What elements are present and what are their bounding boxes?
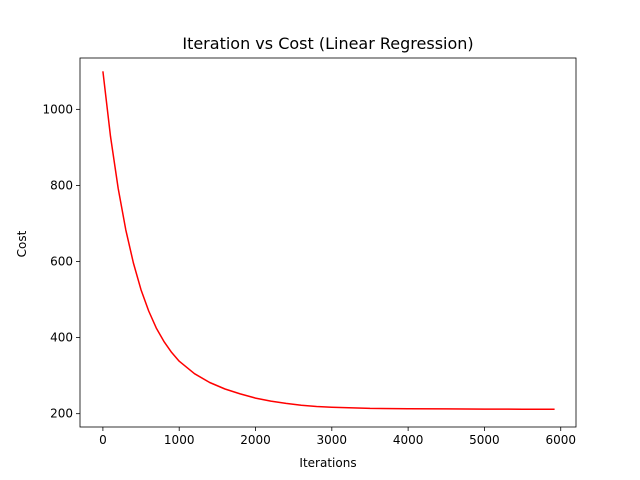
x-tick-label: 4000 bbox=[393, 433, 424, 447]
y-tick-label: 800 bbox=[50, 178, 73, 192]
plot-area: 0 1000 2000 3000 4000 5000 6000 200 400 600 800 100… bbox=[42, 57, 577, 447]
chart-title: Iteration vs Cost (Linear Regression) bbox=[182, 34, 473, 53]
y-axis-label: Cost bbox=[15, 230, 29, 257]
x-tick-label: 6000 bbox=[545, 433, 576, 447]
x-tick-label: 5000 bbox=[469, 433, 500, 447]
y-tick-label: 600 bbox=[50, 255, 73, 269]
x-axis-label: Iterations bbox=[299, 456, 356, 470]
x-tick-label: 1000 bbox=[164, 433, 195, 447]
x-tick-label: 0 bbox=[99, 433, 107, 447]
x-tick-label: 3000 bbox=[317, 433, 348, 447]
plot-frame bbox=[79, 57, 577, 428]
y-tick-label: 1000 bbox=[42, 102, 73, 116]
series-line-0 bbox=[102, 71, 555, 411]
x-tick-label: 2000 bbox=[240, 433, 271, 447]
y-tick-label: 400 bbox=[50, 331, 73, 345]
y-tick-label: 200 bbox=[50, 407, 73, 421]
